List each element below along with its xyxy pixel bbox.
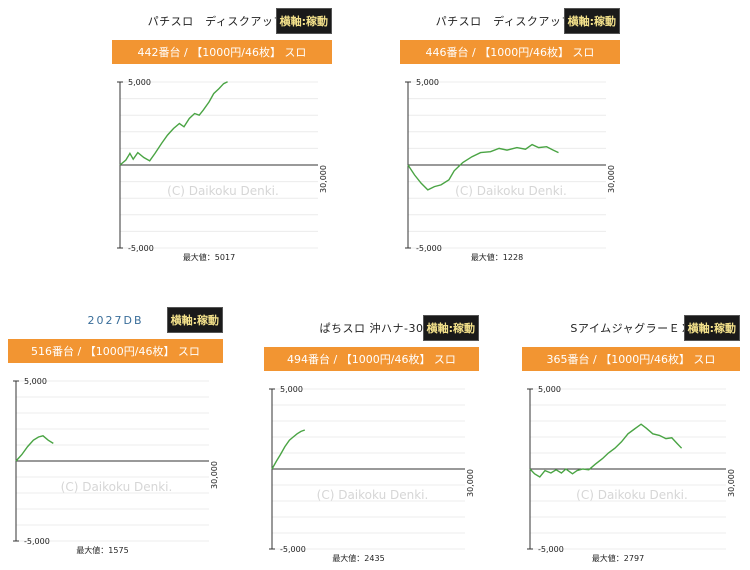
machine-card-516[interactable]: 2027DB 横軸:稼動 516番台 / 【1000円/46枚】 スロ 5,00… <box>8 305 223 557</box>
machine-card-365[interactable]: SアイムジャグラーＥＸ 横軸:稼動 365番台 / 【1000円/46枚】 スロ… <box>522 313 740 565</box>
slump-chart: 5,000 -5,000 30,000 (C) Daikoku Denki. 最大値：5… <box>117 78 328 262</box>
axis-mode-badge: 横軸:稼動 <box>683 315 740 341</box>
x-axis-label: 30,000 <box>466 469 475 497</box>
machine-info-bar[interactable]: 494番台 / 【1000円/46枚】 スロ <box>264 347 479 371</box>
axis-mode-badge: 横軸:稼動 <box>422 315 479 341</box>
max-value-label: 最大値：1575 <box>76 545 128 555</box>
slump-chart: 5,000 -5,000 30,000 (C) Daikoku Denki. 最大値：1… <box>405 78 616 262</box>
max-value-label: 最大値：2435 <box>332 553 384 563</box>
card-header: ぱちスロ 沖ハナ-30 <box>264 313 479 343</box>
y-tick-label: 5,000 <box>416 78 439 87</box>
max-value-label: 最大値：1228 <box>471 252 523 262</box>
machine-info-bar[interactable]: 446番台 / 【1000円/46枚】 スロ <box>400 40 620 64</box>
y-tick-label: -5,000 <box>416 244 442 253</box>
machine-title: 2027DB <box>87 313 144 327</box>
series-line <box>119 81 228 166</box>
card-header: 2027DB <box>8 305 223 335</box>
watermark: (C) Daikoku Denki. <box>455 184 567 198</box>
y-tick-label: 5,000 <box>538 385 561 394</box>
machine-info-bar[interactable]: 365番台 / 【1000円/46枚】 スロ <box>522 347 740 371</box>
y-tick-label: 5,000 <box>24 377 47 386</box>
axis-mode-badge: 横軸:稼動 <box>275 8 332 34</box>
watermark: (C) Daikoku Denki. <box>167 184 279 198</box>
machine-card-442[interactable]: パチスロ ディスクアップ… 横軸:稼動 442番台 / 【1000円/46枚】 … <box>112 6 332 264</box>
y-tick-label: -5,000 <box>280 545 306 554</box>
y-tick-label: 5,000 <box>280 385 303 394</box>
machine-title: SアイムジャグラーＥＸ <box>570 322 692 335</box>
series-line <box>271 429 306 470</box>
machine-card-446[interactable]: パチスロ ディスクアップ… 横軸:稼動 446番台 / 【1000円/46枚】 … <box>400 6 620 264</box>
x-axis-label: 30,000 <box>607 165 616 193</box>
machine-title: パチスロ ディスクアップ… <box>147 15 297 28</box>
y-tick-label: -5,000 <box>538 545 564 554</box>
watermark: (C) Daikoku Denki. <box>61 480 173 494</box>
series-line <box>15 435 54 462</box>
machine-info-bar[interactable]: 442番台 / 【1000円/46枚】 スロ <box>112 40 332 64</box>
machine-title: パチスロ ディスクアップ… <box>435 15 585 28</box>
card-header: パチスロ ディスクアップ… <box>112 6 332 36</box>
watermark: (C) Daikoku Denki. <box>317 488 429 502</box>
watermark: (C) Daikoku Denki. <box>576 488 688 502</box>
series-line <box>407 143 559 191</box>
series-line <box>529 423 683 478</box>
axis-mode-badge: 横軸:稼動 <box>563 8 620 34</box>
x-axis-label: 30,000 <box>319 165 328 193</box>
slump-chart: 5,000 -5,000 30,000 (C) Daikoku Denki. 最大値：2… <box>269 385 475 563</box>
x-axis-label: 30,000 <box>727 469 736 497</box>
x-axis-label: 30,000 <box>210 461 219 489</box>
y-tick-label: -5,000 <box>128 244 154 253</box>
card-header: SアイムジャグラーＥＸ <box>522 313 740 343</box>
slump-chart: 5,000 -5,000 30,000 (C) Daikoku Denki. 最大値：1… <box>13 377 219 555</box>
machine-info-bar[interactable]: 516番台 / 【1000円/46枚】 スロ <box>8 339 223 363</box>
y-tick-label: -5,000 <box>24 537 50 546</box>
max-value-label: 最大値：2797 <box>592 553 644 563</box>
card-header: パチスロ ディスクアップ… <box>400 6 620 36</box>
y-tick-label: 5,000 <box>128 78 151 87</box>
slump-chart: 5,000 -5,000 30,000 (C) Daikoku Denki. 最大値：2… <box>527 385 736 563</box>
machine-card-494[interactable]: ぱちスロ 沖ハナ-30 横軸:稼動 494番台 / 【1000円/46枚】 スロ… <box>264 313 479 565</box>
axis-mode-badge: 横軸:稼動 <box>166 307 223 333</box>
max-value-label: 最大値：5017 <box>183 252 235 262</box>
machine-title: ぱちスロ 沖ハナ-30 <box>319 322 424 335</box>
